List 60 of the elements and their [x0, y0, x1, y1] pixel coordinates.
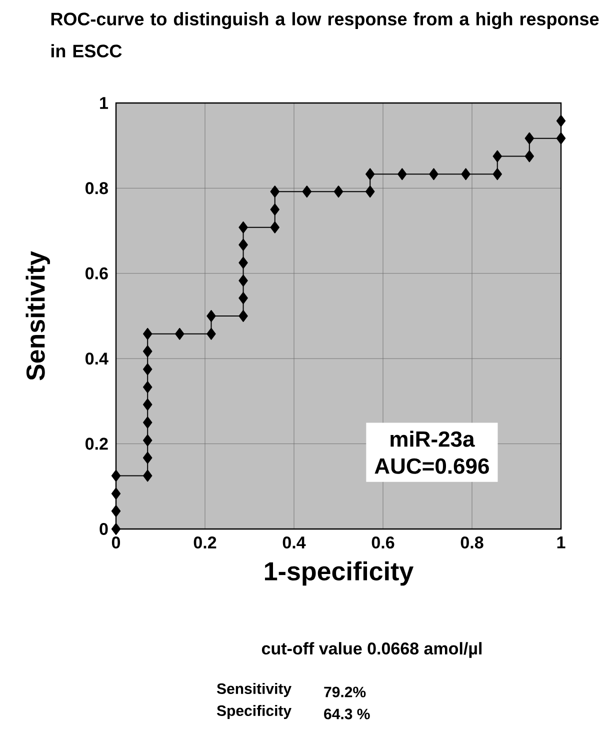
point — [142, 452, 152, 464]
x-tick-label: 0.8 — [460, 536, 484, 549]
point — [238, 310, 248, 322]
point — [142, 363, 152, 376]
point — [365, 168, 375, 180]
point — [270, 186, 280, 198]
annotation: miR-23a — [390, 430, 475, 447]
point — [111, 470, 121, 482]
point — [556, 132, 566, 144]
point — [206, 328, 216, 340]
text: cut-off value 0.0668 amol/µl — [262, 642, 482, 658]
point — [397, 168, 407, 180]
x-tick-label: 0.4 — [282, 536, 306, 549]
y-axis-title: Sensitivity — [26, 251, 50, 380]
point — [238, 256, 248, 269]
text: 64.3 % — [324, 708, 370, 720]
point — [492, 150, 502, 162]
point — [238, 238, 248, 251]
point — [206, 310, 216, 322]
chart-title: ROC-curve to distinguish a low response from a high response in ESCC — [51, 12, 599, 58]
point — [461, 168, 470, 180]
point — [492, 168, 502, 180]
point — [556, 114, 566, 127]
point — [111, 505, 121, 518]
annotation: AUC=0.696 — [374, 458, 489, 474]
point — [270, 203, 280, 216]
x-tick-label: 1 — [557, 536, 566, 548]
point — [142, 381, 152, 394]
y-tick-label: 0.4 — [85, 352, 108, 365]
point — [111, 488, 121, 500]
point — [365, 186, 375, 198]
point — [524, 150, 534, 162]
y-tick-label: 0.8 — [85, 182, 108, 194]
point — [302, 186, 312, 198]
point — [429, 168, 438, 180]
y-tick-label: 0.6 — [85, 267, 108, 280]
point — [174, 328, 184, 340]
text: Specificity — [216, 705, 292, 719]
point — [111, 522, 121, 535]
point — [334, 186, 344, 198]
x-tick-label: 0.6 — [372, 536, 394, 549]
point — [142, 434, 152, 446]
x-tick-label: 0.2 — [194, 536, 216, 549]
point — [142, 470, 152, 482]
point — [142, 345, 152, 358]
y-tick-label: 0 — [100, 522, 108, 536]
point — [524, 132, 534, 144]
x-axis-title: 1-specificity — [264, 561, 414, 586]
y-tick-label: 1 — [100, 97, 108, 109]
point — [238, 274, 248, 287]
text: Sensitivity — [216, 683, 292, 697]
text: 79.2% — [324, 686, 366, 698]
point — [142, 416, 152, 428]
point — [270, 221, 280, 234]
y-tick-label: 0.2 — [85, 438, 108, 450]
point — [142, 328, 152, 340]
point — [142, 398, 152, 411]
point — [238, 292, 248, 304]
x-tick-label: 0 — [112, 536, 120, 549]
point — [238, 221, 248, 234]
